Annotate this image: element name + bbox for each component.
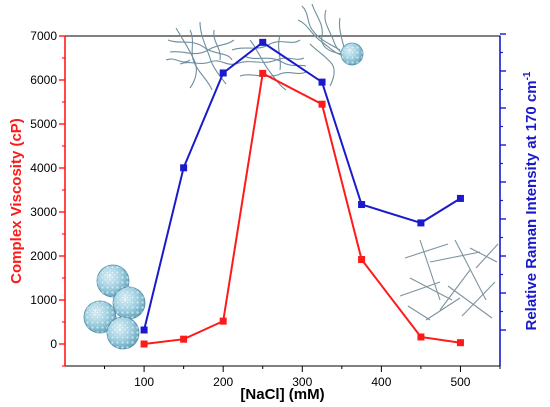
y-left-tick-label: 4000 <box>30 161 57 175</box>
x-axis: 100 200 300 400 500 <box>104 366 501 389</box>
x-tick-label: 300 <box>292 375 312 389</box>
rodlike-micelles-icon <box>399 239 499 321</box>
y-left-tick-label: 3000 <box>30 205 57 219</box>
viscosity-data-point <box>140 340 148 348</box>
y-left-tick-label: 0 <box>50 337 57 351</box>
series-layer <box>140 38 464 348</box>
viscosity-data-point <box>259 69 267 77</box>
x-tick-label: 100 <box>134 375 154 389</box>
raman-data-point <box>180 164 188 172</box>
viscosity-data-point <box>318 100 326 108</box>
viscosity-data-point <box>358 256 366 264</box>
entangled-wormlike-micelles-icon <box>165 21 235 91</box>
wormlike-micelle-network-icon <box>231 35 307 91</box>
x-tick-label: 500 <box>450 375 470 389</box>
raman-data-point <box>358 201 366 209</box>
micelle-with-sphere-icon <box>297 3 364 87</box>
raman-data-point <box>456 194 464 202</box>
y-axis-right-title-text: Relative Raman Intensity at 170 cm <box>523 80 540 330</box>
y-left-tick-label: 7000 <box>30 29 57 43</box>
x-axis-title: [NaCl] (mM) <box>240 386 324 403</box>
y-axis-right-title-superscript: -1 <box>522 71 533 80</box>
viscosity-data-point <box>219 317 227 325</box>
y-left-tick-label: 1000 <box>30 293 57 307</box>
x-tick-label: 400 <box>371 375 391 389</box>
viscosity-data-point <box>456 339 464 347</box>
y-axis-left-title: Complex Viscosity (cP) <box>8 118 25 284</box>
viscosity-series-line <box>143 71 461 345</box>
viscosity-data-point <box>417 333 425 341</box>
raman-data-point <box>219 69 227 77</box>
y-left-tick-label: 6000 <box>30 73 57 87</box>
raman-data-point <box>417 219 425 227</box>
y-axis-left: 0 1000 2000 3000 4000 5000 6000 7000 <box>30 29 66 367</box>
spherical-micelle-cluster-icon <box>83 264 146 350</box>
x-tick-label: 200 <box>213 375 233 389</box>
viscosity-data-point <box>180 335 188 343</box>
y-axis-right <box>499 33 506 366</box>
raman-data-point <box>140 326 148 334</box>
raman-data-point <box>259 38 267 46</box>
y-left-tick-label: 5000 <box>30 117 57 131</box>
y-left-tick-label: 2000 <box>30 249 57 263</box>
raman-series-line <box>143 41 462 331</box>
raman-data-point <box>318 78 326 86</box>
y-axis-right-title: Relative Raman Intensity at 170 cm-1 <box>522 71 540 330</box>
